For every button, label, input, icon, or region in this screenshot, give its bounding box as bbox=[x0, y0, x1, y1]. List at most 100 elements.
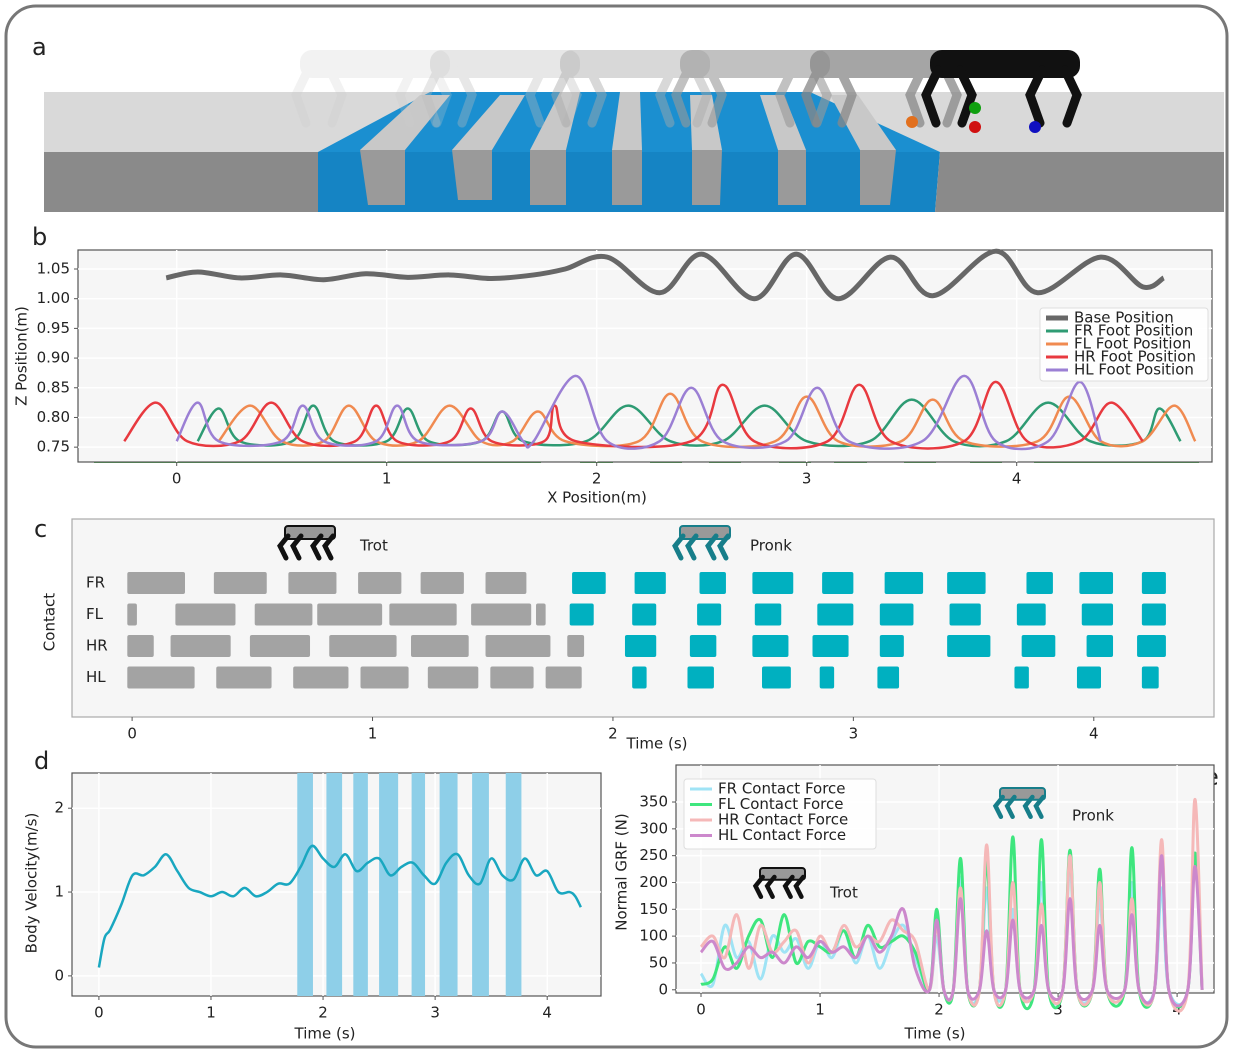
x-tick-label: 4 bbox=[1012, 470, 1022, 488]
x-tick-label: 1 bbox=[206, 1004, 216, 1022]
series-line bbox=[97, 844, 582, 968]
contact-bar bbox=[293, 666, 349, 689]
contact-bar bbox=[572, 572, 606, 594]
contact-bar bbox=[569, 603, 594, 626]
legend-label: HR Contact Force bbox=[718, 811, 848, 829]
contact-bar bbox=[254, 603, 313, 626]
contact-bar bbox=[170, 635, 231, 657]
robot-leg bbox=[551, 65, 573, 128]
panel-label: b bbox=[32, 223, 47, 251]
y-axis-label: Z Position(m) bbox=[13, 306, 31, 406]
robot-icon bbox=[277, 525, 336, 561]
y-tick-label: 1.00 bbox=[37, 289, 70, 307]
contact-bar bbox=[947, 635, 991, 657]
annotation: Trot bbox=[829, 884, 858, 902]
robot-leg bbox=[940, 65, 962, 128]
y-tick-label: 0.80 bbox=[37, 408, 70, 426]
robot bbox=[291, 50, 452, 128]
y-tick-label: 150 bbox=[639, 900, 668, 918]
contact-bar bbox=[567, 635, 585, 657]
contact-bar bbox=[1137, 635, 1166, 657]
icon-body bbox=[759, 867, 806, 881]
robot-leg bbox=[655, 65, 677, 128]
contact-bar bbox=[752, 635, 789, 657]
x-tick-label: 2 bbox=[318, 1004, 328, 1022]
x-tick-label: 3 bbox=[802, 470, 812, 488]
contact-bar bbox=[485, 635, 551, 657]
y-tick-label: 0.90 bbox=[37, 349, 70, 367]
icon-leg bbox=[685, 533, 699, 561]
y-axis-label: Body Velocity(m/s) bbox=[23, 813, 41, 954]
x-tick-label: 2 bbox=[608, 725, 618, 743]
series-line bbox=[165, 248, 1166, 302]
icon-leg bbox=[290, 533, 304, 561]
robot-leg bbox=[1060, 65, 1082, 128]
contact-span bbox=[297, 773, 313, 996]
contact-bar bbox=[358, 572, 402, 594]
contact-bar bbox=[1076, 666, 1102, 689]
robot-icon bbox=[672, 525, 731, 561]
robot-leg bbox=[430, 65, 452, 128]
panel-label: c bbox=[34, 515, 47, 543]
row-label: FR bbox=[86, 574, 105, 592]
contact-bar bbox=[1079, 572, 1114, 594]
x-tick-label: 1 bbox=[382, 470, 392, 488]
contact-span bbox=[439, 773, 458, 996]
icon-leg bbox=[717, 533, 731, 561]
contact-bar bbox=[879, 603, 914, 626]
series-line bbox=[699, 854, 1204, 1007]
foot-marker bbox=[969, 102, 981, 114]
robot-body bbox=[430, 50, 580, 78]
y-tick-label: 0 bbox=[54, 966, 64, 984]
y-tick-label: 0.85 bbox=[37, 378, 70, 396]
y-tick-label: 50 bbox=[649, 953, 668, 971]
legend-label: Base Position bbox=[1074, 309, 1174, 327]
contact-bar bbox=[1021, 635, 1056, 657]
gait-label: Pronk bbox=[750, 537, 792, 555]
x-tick-label: 0 bbox=[94, 1004, 104, 1022]
contact-bar bbox=[819, 666, 835, 689]
x-tick-label: 1 bbox=[815, 1001, 825, 1019]
robot-leg bbox=[905, 65, 927, 128]
robot-leg bbox=[560, 65, 582, 128]
icon-leg bbox=[672, 533, 686, 561]
foot-marker bbox=[906, 116, 918, 128]
contact-bar bbox=[817, 603, 854, 626]
contact-span bbox=[353, 773, 368, 996]
legend-label: HL Foot Position bbox=[1074, 361, 1194, 379]
contact-bar bbox=[947, 572, 986, 594]
contact-bar bbox=[360, 666, 409, 689]
contact-bar bbox=[687, 666, 714, 689]
x-tick-label: 3 bbox=[849, 725, 859, 743]
y-tick-label: 1 bbox=[54, 883, 64, 901]
icon-leg bbox=[782, 874, 795, 900]
legend-box bbox=[683, 778, 877, 850]
contact-bar bbox=[689, 635, 717, 657]
y-tick-label: 0.95 bbox=[37, 319, 70, 337]
y-tick-label: 0.75 bbox=[37, 438, 70, 456]
y-tick-label: 300 bbox=[639, 819, 668, 837]
contact-bar bbox=[249, 635, 311, 657]
contact-bar bbox=[697, 603, 722, 626]
contact-bar bbox=[752, 572, 794, 594]
robot-leg bbox=[921, 65, 943, 128]
icon-leg bbox=[277, 533, 291, 561]
row-label: HL bbox=[86, 668, 106, 686]
contact-bar bbox=[1081, 603, 1114, 626]
icon-body bbox=[999, 787, 1046, 801]
x-tick-label: 4 bbox=[542, 1004, 552, 1022]
robot bbox=[421, 50, 582, 128]
x-tick-label: 4 bbox=[1089, 725, 1099, 743]
contact-bar bbox=[879, 635, 904, 657]
contact-bar bbox=[485, 572, 527, 594]
contact-bar bbox=[127, 666, 195, 689]
contact-bar bbox=[754, 603, 782, 626]
contact-span bbox=[379, 773, 399, 996]
foot-marker bbox=[1029, 121, 1041, 133]
x-axis-label: Time (s) bbox=[626, 735, 688, 753]
legend-box bbox=[1039, 307, 1209, 382]
series-line bbox=[699, 854, 1204, 1008]
y-tick-label: 100 bbox=[639, 927, 668, 945]
robot-leg bbox=[801, 65, 823, 128]
